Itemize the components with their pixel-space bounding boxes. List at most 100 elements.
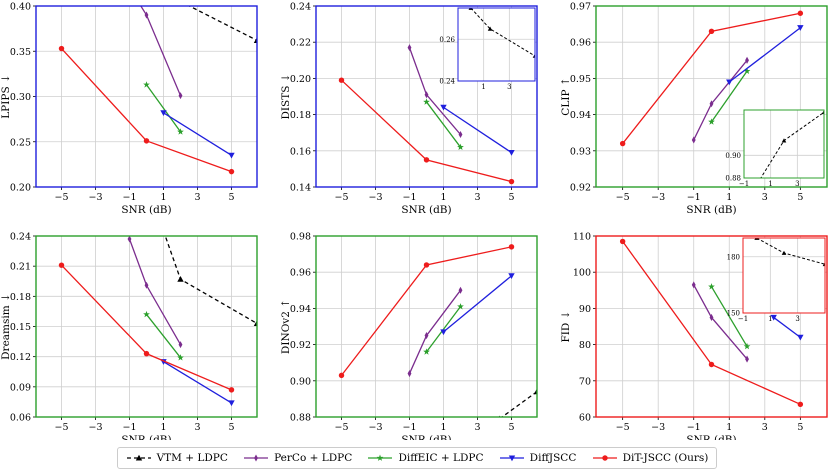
- inset-x-tick-label: 3: [795, 180, 799, 188]
- inset-y-tick-label: 0.24: [439, 78, 455, 86]
- series-line: [443, 106, 512, 154]
- data-point: [708, 283, 715, 290]
- data-point: [143, 81, 150, 88]
- data-point: [797, 25, 804, 31]
- series-line: [187, 6, 257, 41]
- inset-x-tick-label: 1: [481, 83, 485, 91]
- x-tick-label: 3: [474, 422, 480, 433]
- legend-marker-icon: [126, 454, 151, 461]
- x-tick-label: 3: [194, 422, 200, 433]
- series-line: [145, 314, 182, 359]
- data-point: [619, 238, 626, 245]
- x-tick-label: 1: [726, 192, 732, 203]
- data-point: [143, 350, 150, 357]
- y-axis-label: LPIPS ↓: [0, 74, 12, 119]
- data-point: [228, 168, 235, 175]
- inset-x-tick-label: −1: [738, 315, 748, 323]
- legend-marker: [254, 454, 259, 462]
- x-tick-label: 3: [762, 422, 768, 433]
- legend-item: DiT-JSCC (Ours): [592, 452, 708, 464]
- x-axis-label: SNR (dB): [686, 434, 736, 440]
- x-axis-label: SNR (dB): [121, 434, 171, 440]
- y-tick-label: 100: [573, 268, 591, 279]
- legend-item: DiffEIC + LDPC: [367, 452, 483, 464]
- inset-data-point: [822, 261, 825, 267]
- y-tick-label: 0.35: [10, 47, 31, 58]
- axes-frame: [35, 5, 258, 188]
- data-point: [533, 388, 537, 395]
- data-point: [58, 262, 65, 268]
- inset-x-tick-label: 1: [768, 180, 772, 188]
- x-tick-label: 3: [474, 192, 480, 203]
- inset-data-point: [781, 138, 787, 143]
- series-line: [500, 391, 537, 417]
- legend-marker-icon: [244, 454, 269, 462]
- data-point: [619, 140, 626, 147]
- x-tick-label: −5: [54, 422, 68, 433]
- inset-data-point: [781, 250, 787, 255]
- data-point: [424, 91, 429, 99]
- x-tick-label: −1: [402, 192, 416, 203]
- x-tick-label: −5: [54, 192, 68, 203]
- x-tick-label: −1: [687, 192, 701, 203]
- x-tick-label: 5: [508, 192, 514, 203]
- inset-x-tick-label: 3: [507, 83, 511, 91]
- x-tick-label: −3: [651, 192, 665, 203]
- series-line: [710, 286, 748, 347]
- inset-y-tick-label: 180: [727, 253, 740, 261]
- y-tick-label: 0.18: [10, 292, 31, 303]
- data-point: [709, 100, 714, 108]
- data-point: [743, 342, 751, 350]
- data-point: [253, 320, 257, 327]
- x-tick-label: −1: [402, 422, 416, 433]
- x-tick-label: 5: [228, 422, 234, 433]
- x-tick-label: 1: [726, 422, 732, 433]
- y-tick-label: 110: [573, 232, 591, 243]
- y-tick-label: 0.40: [10, 2, 31, 13]
- data-point: [144, 11, 149, 19]
- y-tick-label: 0.22: [290, 38, 311, 49]
- series-line: [728, 27, 801, 83]
- data-point: [508, 244, 515, 250]
- x-axis-label: SNR (dB): [401, 204, 451, 216]
- legend-marker: [601, 455, 608, 461]
- dreamsim-chart: −5 −3 −1 1 3 5 0.06 0.09 0.12 0.15 0.18 0.21 0.24 SNR…: [0, 228, 258, 440]
- data-point: [770, 314, 777, 321]
- x-tick-label: 1: [440, 192, 446, 203]
- dists-inset: 1 3 0.24 0.26: [439, 7, 536, 91]
- y-tick-label: 0.24: [290, 2, 311, 13]
- inset-data-point: [532, 53, 535, 58]
- legend-label: VTM + LDPC: [156, 452, 228, 464]
- x-tick-label: 3: [194, 192, 200, 203]
- y-tick-label: 0.16: [290, 146, 311, 157]
- x-tick-label: −5: [334, 422, 348, 433]
- data-point: [338, 372, 345, 379]
- data-point: [797, 10, 804, 16]
- legend-item: VTM + LDPC: [126, 452, 228, 464]
- y-tick-label: 0.20: [10, 183, 31, 194]
- data-point: [691, 281, 696, 289]
- y-tick-label: 0.21: [10, 262, 31, 273]
- legend-marker: [377, 454, 384, 461]
- data-point: [177, 0, 183, 4]
- data-point: [160, 228, 166, 234]
- data-point: [407, 44, 412, 52]
- y-tick-label: 90: [579, 304, 591, 315]
- legend-marker-icon: [499, 455, 524, 462]
- axes-frame: [595, 5, 828, 188]
- series-line: [773, 316, 801, 338]
- y-tick-label: 0.93: [570, 146, 591, 157]
- series-line: [408, 47, 461, 135]
- series-line: [425, 101, 462, 148]
- y-tick-label: 0.94: [570, 110, 591, 121]
- inset-x-tick-label: 1: [768, 315, 772, 323]
- y-axis-label: FID ↓: [560, 311, 572, 343]
- x-axis-label: SNR (dB): [686, 204, 736, 216]
- y-tick-label: 0.14: [290, 183, 311, 194]
- legend-label: DiffEIC + LDPC: [398, 452, 484, 464]
- x-tick-label: −3: [651, 422, 665, 433]
- y-axis-label: Dreamsim ↓: [0, 293, 12, 360]
- data-point: [423, 157, 430, 163]
